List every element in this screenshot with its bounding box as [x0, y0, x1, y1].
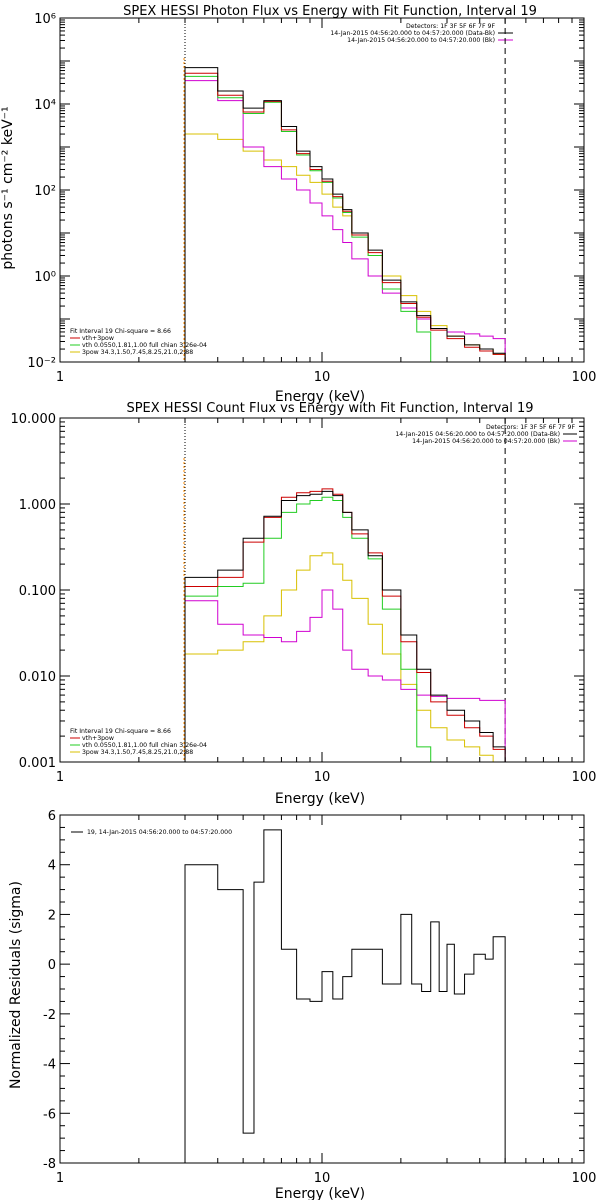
photon-flux-legend-data-bk: 14-Jan-2015 04:56:20.000 to 04:57:20.000…: [330, 30, 495, 37]
x-tick-label: 100: [572, 1171, 597, 1186]
count-flux-legend-3pow: 3pow 34.3,1.50,7.45,8.25,21.0,2.88: [82, 749, 193, 756]
series-line-0-3-3pow: [184, 133, 506, 362]
residuals-legend: 19, 14-Jan-2015 04:56:20.000 to 04:57:20…: [87, 829, 232, 836]
series-line-0-0-14-jan-2015-04-56-20-000: [184, 67, 506, 362]
series-line-1-4-14-jan-2015-04-56-20-000: [184, 589, 513, 762]
y-tick-label: 10⁻²: [27, 356, 56, 371]
series-line-2-0-19-14-jan-2015-04-56-20-: [184, 829, 506, 1163]
photon-flux-legend-bk: 14-Jan-2015 04:56:20.000 to 04:57:20.000…: [347, 37, 495, 44]
count-flux-xlabel: Energy (keV): [275, 791, 365, 807]
residuals-ylabel: Normalized Residuals (sigma): [8, 881, 24, 1089]
y-tick-label: -8: [43, 1157, 56, 1172]
x-tick-label: 1: [56, 1171, 64, 1186]
photon-flux-legend-3pow: 3pow 34.3,1.50,7.45,8.25,21.0,2.88: [82, 349, 193, 356]
y-tick-label: 6: [48, 809, 56, 824]
series-line-0-4-14-jan-2015-04-56-20-000: [184, 80, 506, 362]
y-tick-label: 0.010: [19, 670, 56, 685]
photon-flux-legend-total: vth+3pow: [82, 335, 114, 342]
x-tick-label: 1: [56, 770, 64, 785]
y-tick-label: 0: [48, 958, 56, 973]
y-tick-label: 10⁰: [34, 270, 56, 285]
y-tick-label: 2: [48, 908, 56, 923]
count-flux-detectors: Detectors: 1F 3F 5F 6F 7F 9F: [486, 424, 575, 431]
y-tick-label: 1.000: [19, 498, 56, 513]
photon-flux-detectors: Detectors: 1F 3F 5F 6F 7F 9F: [406, 23, 495, 30]
residuals-xlabel: Energy (keV): [275, 1186, 365, 1200]
series-line-1-1-vth-3pow: [184, 488, 513, 762]
count-flux-panel: SPEX HESSI Count Flux vs Energy with Fit…: [11, 401, 597, 807]
series-line-1-0-14-jan-2015-04-56-20-000: [184, 490, 513, 762]
y-tick-label: -4: [43, 1058, 56, 1073]
photon-flux-panel: SPEX HESSI Photon Flux vs Energy with Fi…: [0, 4, 597, 405]
x-tick-label: 10: [314, 770, 331, 785]
count-flux-legend-data-bk: 14-Jan-2015 04:56:20.000 to 04:57:20.000…: [395, 431, 560, 438]
x-tick-label: 100: [572, 370, 597, 385]
y-tick-label: -2: [43, 1008, 56, 1023]
x-tick-label: 1: [56, 370, 64, 385]
x-tick-label: 10: [314, 1171, 331, 1186]
y-tick-label: 10.000: [11, 412, 57, 427]
photon-flux-xlabel: Energy (keV): [275, 389, 365, 405]
y-tick-label: 10²: [34, 184, 56, 199]
photon-flux-fit-interval: Fit Interval 19 Chi-square = 8.66: [70, 328, 171, 335]
photon-flux-ylabel: photons s⁻¹ cm⁻² keV⁻¹: [0, 106, 16, 269]
count-flux-legend-vth: vth 0.0550,1.81,1.00 full chian 3.26e-04: [82, 742, 207, 749]
count-flux-title: SPEX HESSI Count Flux vs Energy with Fit…: [126, 401, 533, 416]
series-line-1-2-vth: [184, 496, 513, 762]
count-flux-legend-bk: 14-Jan-2015 04:56:20.000 to 04:57:20.000…: [412, 438, 560, 445]
x-tick-label: 100: [572, 770, 597, 785]
count-flux-legend-total: vth+3pow: [82, 735, 114, 742]
photon-flux-title: SPEX HESSI Photon Flux vs Energy with Fi…: [123, 4, 537, 19]
y-tick-label: 0.100: [19, 584, 56, 599]
x-tick-label: 10: [314, 370, 331, 385]
y-tick-label: 10⁴: [34, 98, 56, 113]
count-flux-fit-interval: Fit Interval 19 Chi-square = 8.66: [70, 728, 171, 735]
y-tick-label: 0.001: [19, 756, 56, 771]
y-tick-label: 10⁶: [34, 12, 56, 27]
y-tick-label: 4: [48, 859, 56, 874]
residuals-panel: Energy (keV) Normalized Residuals (sigma…: [8, 809, 596, 1200]
y-tick-label: -6: [43, 1107, 56, 1122]
series-line-1-3-3pow: [184, 552, 513, 762]
photon-flux-legend-vth: vth 0.0550,1.81,1.00 full chian 3.26e-04: [82, 342, 207, 349]
